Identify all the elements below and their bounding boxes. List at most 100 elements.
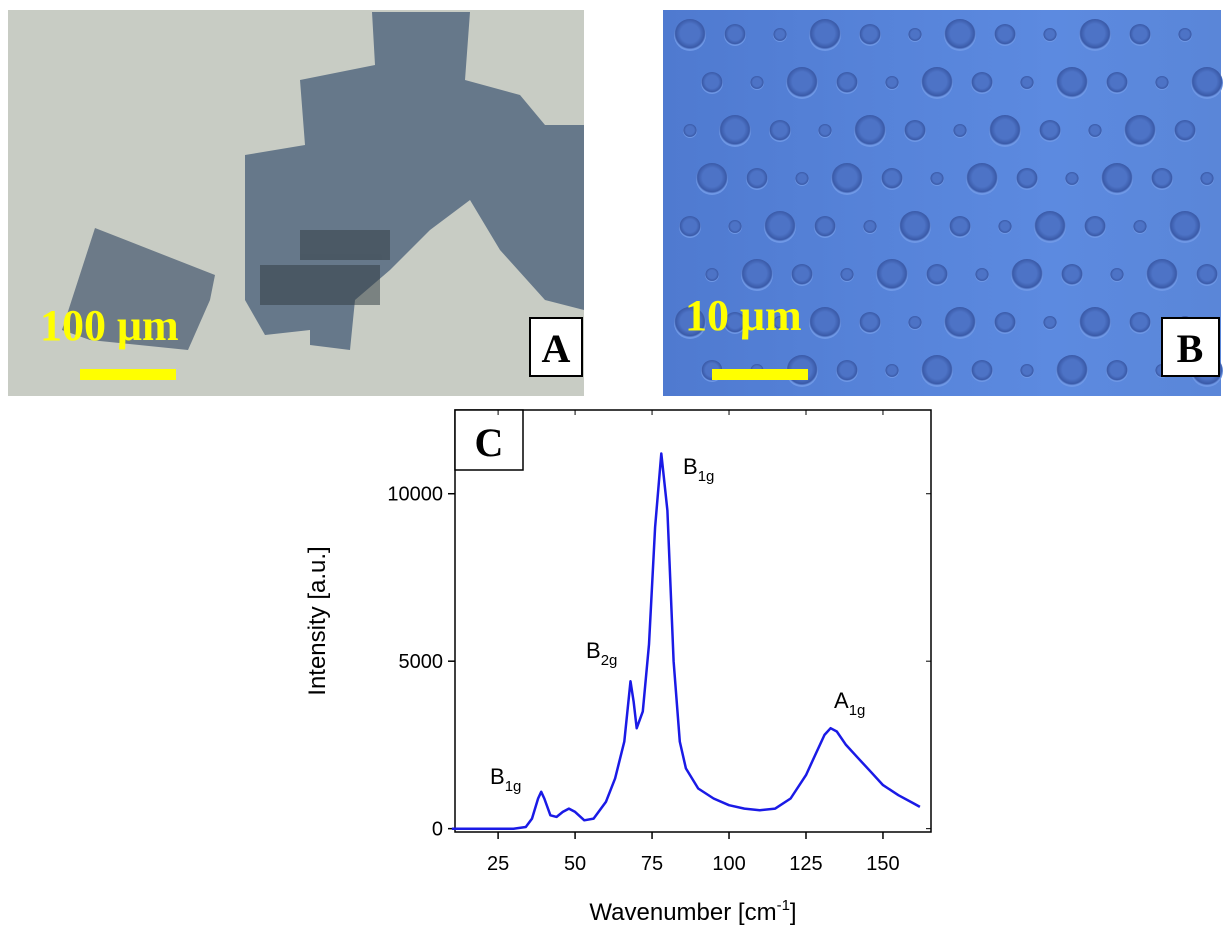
droplet	[728, 220, 742, 234]
droplet	[966, 163, 998, 195]
y-tick-label: 5000	[399, 651, 444, 673]
droplet	[1174, 120, 1196, 142]
droplet	[881, 168, 903, 190]
droplet	[944, 19, 976, 51]
droplet	[953, 124, 967, 138]
peak-annotation-sub: 1g	[698, 468, 715, 485]
droplet	[876, 259, 908, 291]
droplet	[994, 24, 1016, 46]
x-tick-label: 50	[564, 853, 586, 875]
droplet	[863, 220, 877, 234]
droplet	[840, 268, 854, 282]
scale-bar	[80, 369, 176, 380]
scale-bar	[712, 369, 808, 380]
droplet	[1088, 124, 1102, 138]
droplet	[1043, 316, 1057, 330]
peak-annotation: B2g	[586, 638, 617, 669]
peak-annotation: B1g	[683, 454, 714, 485]
droplet	[705, 268, 719, 282]
plot-frame	[454, 409, 932, 833]
droplet	[836, 72, 858, 94]
droplet	[904, 120, 926, 142]
droplet	[1196, 264, 1218, 286]
scale-label: 100 μm	[40, 301, 179, 350]
droplet	[1079, 307, 1111, 339]
droplet	[791, 264, 813, 286]
panel-c: C Intensity [a.u.] Wavenumber [cm-1] 25 5…	[304, 409, 932, 926]
droplet	[683, 124, 697, 138]
droplet	[1011, 259, 1043, 291]
droplet	[674, 307, 706, 339]
droplet	[1065, 172, 1079, 186]
droplet	[1200, 172, 1214, 186]
droplet	[764, 211, 796, 243]
scale-label: 10 μm	[685, 291, 802, 340]
x-tick-label: 125	[789, 853, 822, 875]
flake	[62, 228, 215, 350]
droplet	[859, 24, 881, 46]
droplet	[1016, 168, 1038, 190]
peak-annotation-main: B	[586, 638, 601, 663]
droplet	[899, 211, 931, 243]
droplet	[921, 355, 953, 387]
x-axis-label-end: ]	[790, 899, 797, 926]
droplet	[786, 67, 818, 99]
droplet	[769, 120, 791, 142]
droplet	[1020, 364, 1034, 378]
panel-label: A	[542, 326, 571, 371]
panel-label-box	[1161, 317, 1220, 377]
droplet	[773, 316, 787, 330]
x-axis-label-text: Wavenumber [cm	[589, 899, 776, 926]
droplet	[971, 72, 993, 94]
droplet	[1110, 268, 1124, 282]
peak-annotation-main: B	[683, 454, 698, 479]
peak-annotation: A1g	[834, 688, 865, 719]
droplet	[795, 172, 809, 186]
droplet	[854, 115, 886, 147]
droplet	[1146, 259, 1178, 291]
droplet	[750, 76, 764, 90]
peak-annotation-sub: 2g	[601, 652, 618, 669]
droplet	[809, 19, 841, 51]
x-tick-label: 25	[487, 853, 509, 875]
droplet	[831, 163, 863, 195]
droplet	[1039, 120, 1061, 142]
droplet	[1034, 211, 1066, 243]
droplet	[994, 312, 1016, 334]
droplet	[741, 259, 773, 291]
droplet	[719, 115, 751, 147]
droplet	[1106, 72, 1128, 94]
droplet	[989, 115, 1021, 147]
droplet	[1169, 211, 1201, 243]
panel-a: 100 μm A	[8, 10, 584, 396]
droplet	[679, 216, 701, 238]
droplet	[724, 24, 746, 46]
x-axis-label: Wavenumber [cm-1]	[589, 897, 796, 926]
droplet	[836, 360, 858, 382]
droplet	[1101, 163, 1133, 195]
droplet	[885, 364, 899, 378]
droplet	[921, 67, 953, 99]
droplet	[885, 76, 899, 90]
droplet	[696, 163, 728, 195]
droplet	[1020, 76, 1034, 90]
droplet	[1079, 19, 1111, 51]
droplet	[949, 216, 971, 238]
panel-label-box	[454, 409, 524, 471]
spectrum-line	[451, 452, 921, 830]
droplet	[724, 312, 746, 334]
droplet	[818, 124, 832, 138]
droplet	[1124, 115, 1156, 147]
peak-annotation-sub: 1g	[505, 778, 522, 795]
droplet	[1178, 28, 1192, 42]
droplet	[1084, 216, 1106, 238]
droplet	[1155, 76, 1169, 90]
y-tick-label: 10000	[387, 484, 443, 506]
x-tick-label: 150	[866, 853, 899, 875]
x-axis-label-sup: -1	[777, 897, 790, 914]
y-tick-label: 0	[432, 819, 443, 841]
droplet	[1129, 24, 1151, 46]
droplet	[1061, 264, 1083, 286]
